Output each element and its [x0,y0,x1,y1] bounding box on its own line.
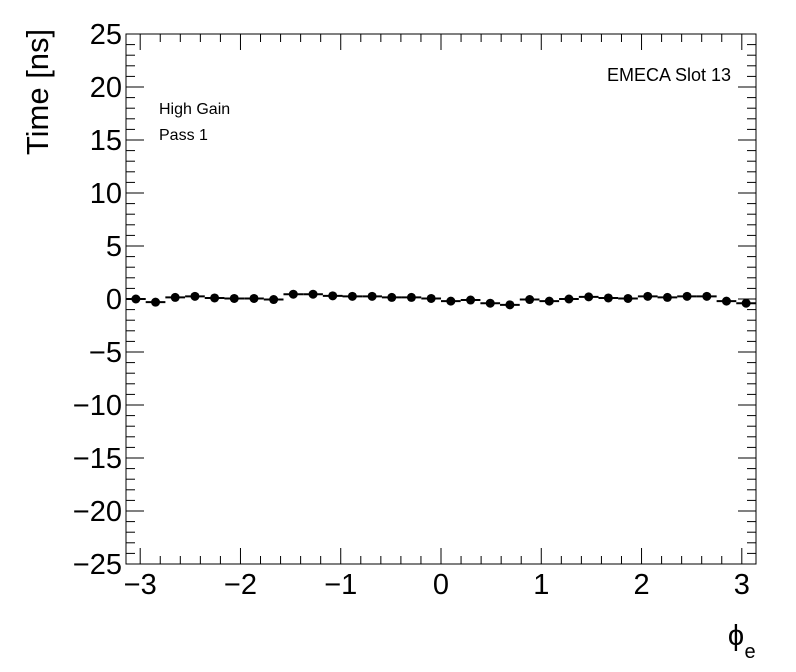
x-tick-label: 2 [633,569,649,601]
data-point [603,293,613,303]
data-point [288,289,298,299]
annotation-line-1: High Gain [159,101,230,118]
data-point [406,292,416,302]
x-tick-label: −2 [224,569,257,601]
data-point [584,292,594,302]
data-point [682,291,692,301]
data-point [721,296,731,306]
x-tick-label: −3 [124,569,157,601]
data-point [131,294,141,304]
y-tick-label: −5 [89,337,122,369]
data-point [387,292,397,302]
data-point [347,291,357,301]
data-points [126,289,756,310]
data-point [702,291,712,301]
y-tick-label: 10 [90,178,122,210]
data-point [249,293,259,303]
annotation-top-right: EMECA Slot 13 [607,65,731,85]
data-point [308,289,318,299]
y-tick-label: 25 [90,19,122,51]
x-tick-label: −1 [324,569,357,601]
y-tick-label: −10 [73,390,122,422]
x-tick-label: 1 [533,569,549,601]
data-point [269,295,279,305]
y-tick-label: −25 [73,549,122,581]
x-axis-label: ϕ [728,620,744,652]
x-tick-label: 0 [433,569,449,601]
data-point [210,293,220,303]
data-point [525,295,535,305]
data-point [741,298,751,308]
data-point [426,293,436,303]
y-tick-label: −15 [73,443,122,475]
data-point [328,291,338,301]
data-point [643,291,653,301]
data-point [564,294,574,304]
y-tick-label: 20 [90,72,122,104]
data-point [505,300,515,310]
axis-ticks [126,33,756,565]
annotation-line-2: Pass 1 [159,127,208,144]
y-tick-label: −20 [73,496,122,528]
y-tick-label: 5 [106,231,122,263]
data-point [190,291,200,301]
data-point [485,298,495,308]
y-axis-label: Time [ns] [20,29,55,155]
plot-frame [125,33,757,565]
y-tick-label: 0 [106,284,122,316]
x-axis-label-subscript: e [744,641,755,663]
data-point [662,292,672,302]
data-point [170,292,180,302]
data-point [367,291,377,301]
y-tick-label: 15 [90,125,122,157]
data-point [544,296,554,306]
data-point [229,293,239,303]
data-point [466,295,476,305]
x-tick-label: 3 [734,569,750,601]
data-point [623,293,633,303]
data-point [151,297,161,307]
data-point [446,296,456,306]
